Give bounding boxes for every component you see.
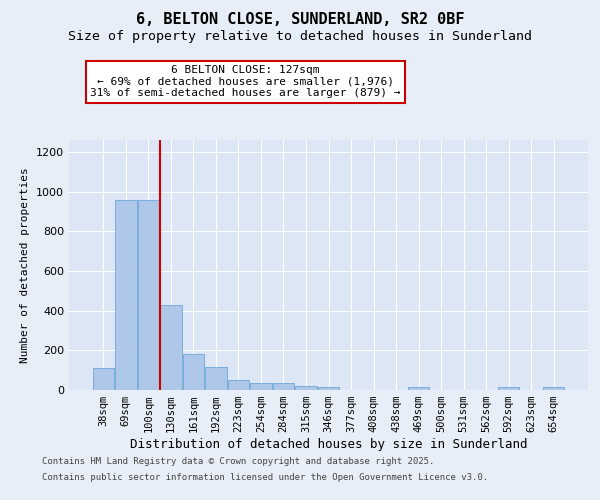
Bar xyxy=(160,304,182,390)
Bar xyxy=(250,383,272,390)
Bar xyxy=(318,387,339,390)
Bar xyxy=(115,200,137,390)
Text: Contains public sector information licensed under the Open Government Licence v3: Contains public sector information licen… xyxy=(42,472,488,482)
Text: 6, BELTON CLOSE, SUNDERLAND, SR2 0BF: 6, BELTON CLOSE, SUNDERLAND, SR2 0BF xyxy=(136,12,464,28)
Bar xyxy=(408,387,429,390)
Bar xyxy=(228,380,249,390)
Text: Size of property relative to detached houses in Sunderland: Size of property relative to detached ho… xyxy=(68,30,532,43)
Bar xyxy=(205,367,227,390)
Bar xyxy=(137,200,159,390)
Bar xyxy=(295,386,317,390)
Bar xyxy=(498,387,520,390)
Text: Contains HM Land Registry data © Crown copyright and database right 2025.: Contains HM Land Registry data © Crown c… xyxy=(42,458,434,466)
Bar xyxy=(273,383,294,390)
Bar xyxy=(92,368,114,390)
X-axis label: Distribution of detached houses by size in Sunderland: Distribution of detached houses by size … xyxy=(130,438,527,451)
Bar xyxy=(543,387,565,390)
Text: 6 BELTON CLOSE: 127sqm
← 69% of detached houses are smaller (1,976)
31% of semi-: 6 BELTON CLOSE: 127sqm ← 69% of detached… xyxy=(90,65,401,98)
Y-axis label: Number of detached properties: Number of detached properties xyxy=(20,167,31,363)
Bar xyxy=(182,354,204,390)
